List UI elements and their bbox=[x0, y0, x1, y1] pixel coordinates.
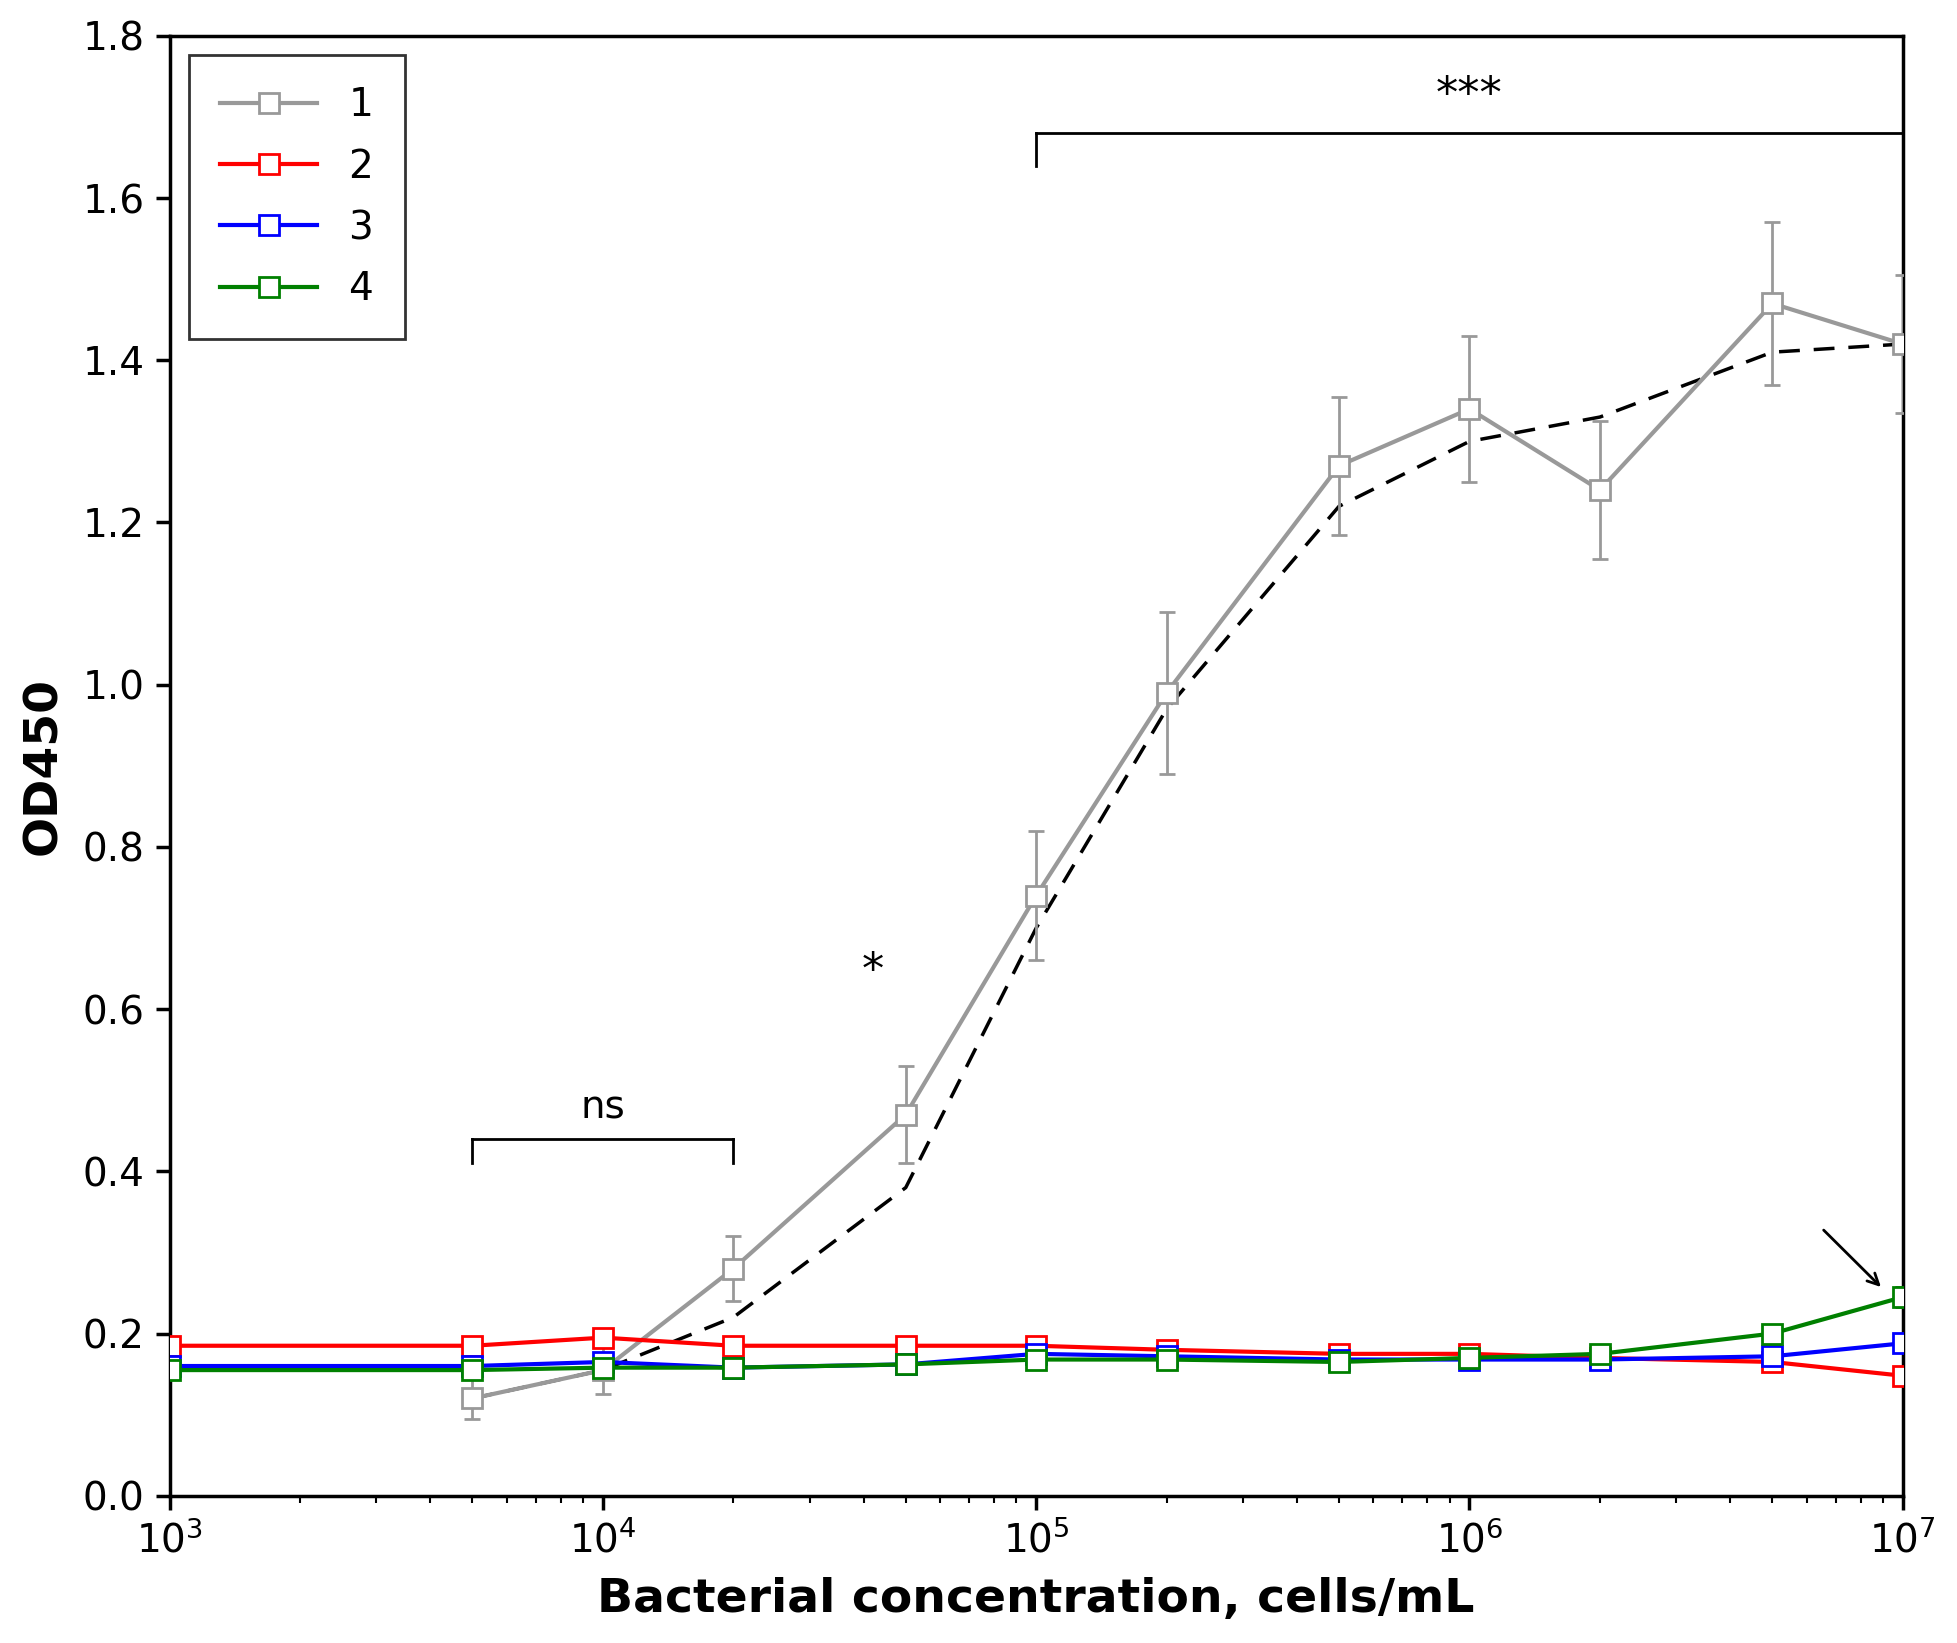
Legend: 1, 2, 3, 4: 1, 2, 3, 4 bbox=[190, 56, 405, 340]
X-axis label: Bacterial concentration, cells/mL: Bacterial concentration, cells/mL bbox=[597, 1577, 1476, 1622]
Text: *: * bbox=[861, 950, 885, 992]
Y-axis label: OD450: OD450 bbox=[22, 677, 67, 854]
Text: ***: *** bbox=[1436, 74, 1503, 117]
Text: ns: ns bbox=[581, 1089, 626, 1127]
